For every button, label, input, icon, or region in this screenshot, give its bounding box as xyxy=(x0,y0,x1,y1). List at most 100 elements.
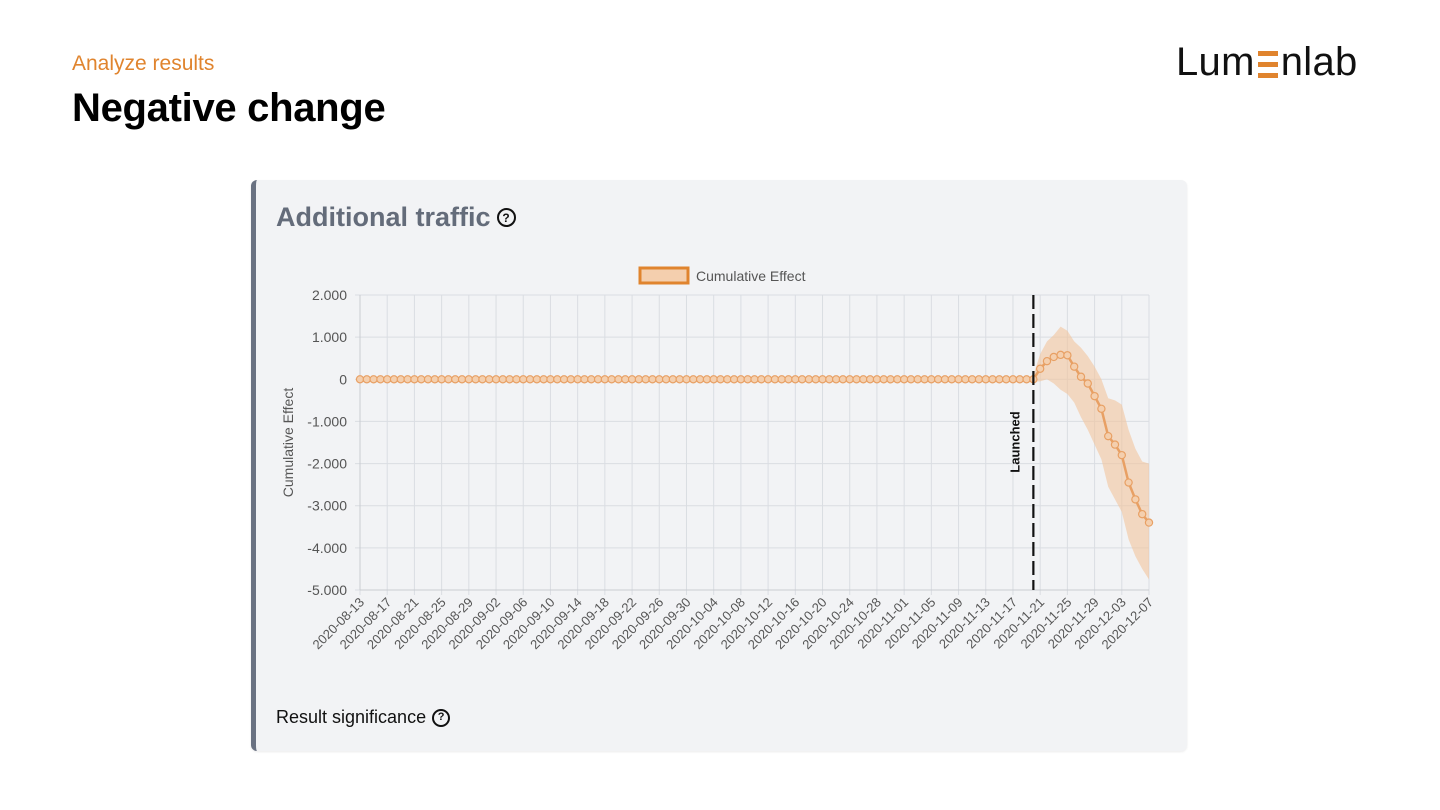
y-tick-label: -3.000 xyxy=(307,498,347,514)
data-point xyxy=(471,375,480,384)
data-point xyxy=(512,375,521,384)
data-point xyxy=(498,375,508,384)
data-point xyxy=(607,375,616,384)
data-point xyxy=(736,375,746,384)
data-point xyxy=(893,375,902,384)
data-point xyxy=(1103,431,1113,441)
y-axis-title: Cumulative Effect xyxy=(280,388,296,498)
data-point xyxy=(519,375,528,384)
logo-text-right: nlab xyxy=(1280,39,1358,84)
data-point xyxy=(913,375,922,384)
data-point xyxy=(770,375,780,384)
data-point xyxy=(532,375,542,384)
data-point xyxy=(539,375,548,384)
data-point xyxy=(920,375,929,384)
data-point xyxy=(559,375,569,384)
data-point xyxy=(396,375,406,384)
data-point xyxy=(369,375,378,384)
data-point xyxy=(954,375,963,384)
data-point xyxy=(859,375,868,384)
data-point xyxy=(865,375,875,384)
data-point xyxy=(702,375,712,384)
data-point xyxy=(1042,356,1052,366)
data-point xyxy=(614,375,623,384)
data-point xyxy=(634,375,644,384)
data-point xyxy=(906,375,916,384)
data-point xyxy=(886,375,895,384)
data-point xyxy=(825,375,834,384)
y-tick-label: -4.000 xyxy=(307,540,347,556)
data-point xyxy=(546,375,555,384)
data-point xyxy=(1069,362,1079,371)
help-circle-icon[interactable]: ? xyxy=(432,708,451,727)
data-point xyxy=(872,375,882,384)
data-point xyxy=(1015,375,1024,384)
data-point xyxy=(1035,364,1045,373)
data-point xyxy=(1049,352,1058,362)
data-point xyxy=(1022,375,1031,384)
data-point xyxy=(757,375,766,384)
data-point xyxy=(553,375,562,384)
data-point xyxy=(437,375,446,384)
data-point xyxy=(1090,391,1099,401)
result-significance[interactable]: Result significance ? xyxy=(276,707,451,728)
y-tick-label: -1.000 xyxy=(307,413,347,429)
data-point xyxy=(485,375,494,384)
data-point xyxy=(355,375,365,384)
data-point xyxy=(689,375,698,384)
data-point xyxy=(580,375,589,384)
data-point xyxy=(961,375,970,384)
data-point xyxy=(430,375,440,384)
data-point xyxy=(933,375,943,384)
data-point xyxy=(417,375,426,384)
data-point xyxy=(750,375,759,384)
data-point xyxy=(1144,518,1154,527)
data-point xyxy=(777,375,786,384)
data-point xyxy=(362,375,372,384)
data-point xyxy=(383,375,392,384)
data-point xyxy=(763,375,773,384)
data-point xyxy=(600,375,610,384)
card-title-text: Additional traffic xyxy=(276,202,491,232)
data-point xyxy=(804,375,814,384)
data-point xyxy=(1131,495,1140,504)
data-point xyxy=(478,375,487,384)
card-title: Additional traffic ? xyxy=(276,202,516,233)
data-point xyxy=(981,375,990,384)
result-significance-label: Result significance xyxy=(276,707,427,727)
data-point xyxy=(899,375,909,384)
launched-label: Launched xyxy=(1007,411,1022,472)
data-point xyxy=(947,375,956,384)
data-point xyxy=(967,375,977,384)
data-point xyxy=(879,375,888,384)
data-point xyxy=(491,375,501,384)
data-point xyxy=(1056,350,1065,360)
data-point xyxy=(1008,375,1018,384)
data-point xyxy=(1083,379,1092,388)
data-point xyxy=(1097,404,1106,413)
data-point xyxy=(818,375,827,384)
data-point xyxy=(743,375,752,384)
data-point xyxy=(995,375,1004,384)
data-point xyxy=(784,375,793,384)
brand-logo: Lum nlab xyxy=(1176,40,1358,84)
data-point xyxy=(410,375,419,384)
data-point xyxy=(1076,372,1086,381)
data-point xyxy=(675,375,684,384)
data-point xyxy=(655,375,664,384)
data-point xyxy=(457,375,467,384)
help-circle-icon[interactable]: ? xyxy=(496,208,516,227)
data-point xyxy=(627,375,637,384)
data-point xyxy=(1124,478,1133,487)
data-point xyxy=(566,375,576,384)
data-point xyxy=(729,375,739,384)
data-point xyxy=(988,375,997,384)
data-point xyxy=(845,375,854,384)
data-point xyxy=(1063,351,1072,360)
data-point xyxy=(709,375,718,384)
data-point xyxy=(621,375,630,384)
data-point xyxy=(1110,440,1120,449)
data-point xyxy=(403,375,412,384)
data-point xyxy=(444,375,453,384)
y-tick-label: -5.000 xyxy=(307,582,347,598)
